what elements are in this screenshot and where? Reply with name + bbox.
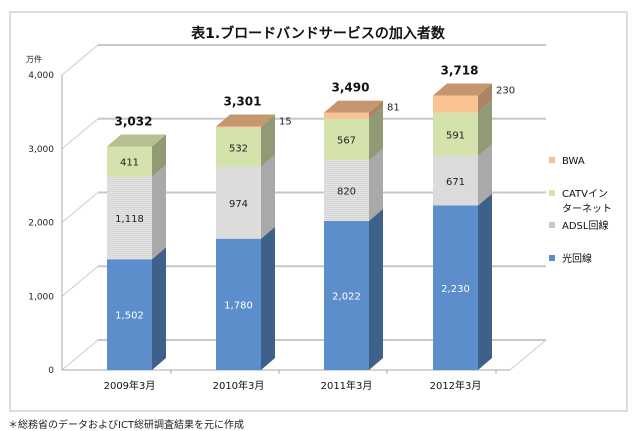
y-tick-label: 4,000 (28, 71, 54, 81)
legend-label: CATVイン (562, 189, 608, 200)
chart-title: 表1.ブロードバンドサービスの加入者数 (190, 25, 446, 42)
bar-side (152, 247, 166, 370)
footnote: ＊総務省のデータおよびICT総研調査結果を元に作成 (8, 420, 245, 431)
bar-segment (433, 112, 478, 157)
bar-segment (324, 220, 369, 370)
bar-side (478, 100, 492, 157)
data-label: 411 (120, 158, 139, 169)
bar-side (261, 115, 275, 167)
bar-segment (216, 238, 261, 370)
bar-side (152, 164, 166, 260)
legend-label: ターネット (562, 203, 612, 215)
legend-label: 光回線 (562, 252, 592, 265)
floor-edge (509, 339, 547, 371)
bar-top (433, 83, 492, 96)
legend-swatch (549, 157, 555, 163)
y-tick-label: 2,000 (28, 219, 54, 229)
legend-label: BWA (562, 156, 585, 167)
bar-side (261, 154, 275, 239)
data-label: 820 (337, 187, 356, 198)
bar-segment (216, 127, 261, 167)
data-label: 974 (229, 199, 248, 210)
data-label: 591 (446, 130, 465, 141)
y-axis-unit: 万件 (26, 54, 42, 64)
bar-segment (324, 112, 369, 119)
total-label: 3,301 (224, 95, 262, 109)
data-label: 2,022 (332, 291, 361, 302)
bar-side (369, 208, 383, 370)
x-tick-label: 2009年3月 (104, 379, 156, 392)
bar-side (369, 106, 383, 161)
data-label: 567 (337, 135, 356, 146)
data-label: 81 (387, 103, 400, 114)
legend-swatch (549, 222, 555, 228)
bar-side (478, 144, 492, 206)
bar-segment (324, 118, 369, 161)
data-label: 532 (229, 143, 248, 154)
y-tick-label: 0 (48, 366, 54, 376)
bar-top (216, 114, 275, 127)
x-tick-label: 2011年3月 (321, 379, 373, 392)
bar-side (369, 148, 383, 221)
data-label: 230 (496, 86, 515, 97)
y-tick-label: 3,000 (28, 145, 54, 155)
x-tick-label: 2010年3月 (213, 379, 265, 392)
gridline-diagonal (61, 265, 99, 297)
legend-swatch (549, 255, 555, 261)
bar-segment (433, 205, 478, 370)
bar-top (324, 100, 383, 113)
bar-segment (433, 95, 478, 113)
y-tick-label: 1,000 (28, 292, 54, 302)
data-label: 1,502 (115, 311, 144, 322)
legend-swatch (549, 190, 555, 196)
data-label: 15 (279, 117, 292, 128)
data-label: 1,118 (115, 214, 144, 225)
bar-top (107, 134, 166, 147)
x-tick-label: 2012年3月 (430, 379, 482, 392)
data-label: 2,230 (441, 284, 470, 295)
data-label: 671 (446, 177, 465, 188)
bar-side (261, 226, 275, 370)
gridline-diagonal (61, 118, 99, 150)
bar-side (152, 134, 166, 177)
bar-side (261, 114, 275, 128)
gridline-diagonal (61, 44, 99, 76)
bar-segment (216, 166, 261, 239)
legend-label: ADSL回線 (562, 219, 608, 232)
data-label: 1,780 (224, 300, 253, 311)
bar-side (478, 83, 492, 113)
total-label: 3,032 (115, 114, 153, 128)
bar-segment (107, 259, 152, 370)
gridline-diagonal (61, 192, 99, 223)
total-label: 3,490 (332, 81, 370, 95)
total-label: 3,718 (441, 64, 479, 78)
gridline-diagonal (61, 339, 99, 371)
chart-frame (9, 11, 628, 412)
bar-segment (107, 146, 152, 177)
bar-side (478, 193, 492, 370)
bar-segment (324, 160, 369, 221)
bar-segment (216, 126, 261, 128)
bar-side (369, 100, 383, 119)
